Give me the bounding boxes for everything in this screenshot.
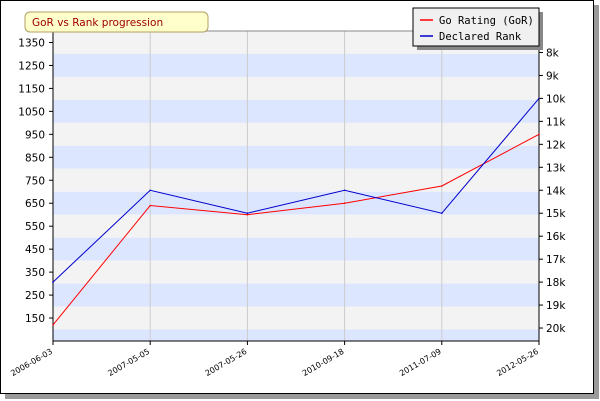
left-tick-label: 950 xyxy=(25,129,45,141)
legend: Go Rating (GoR) Declared Rank xyxy=(412,7,543,50)
plot-band xyxy=(53,76,539,100)
data-point-rank xyxy=(441,212,443,215)
legend-box xyxy=(412,7,540,47)
plot-band xyxy=(53,329,539,341)
plot-band xyxy=(53,53,539,77)
x-tick-label: 2006-06-03 xyxy=(9,347,54,378)
plot-bands xyxy=(53,31,539,341)
right-tick-label: 9k xyxy=(546,70,560,82)
plot-band xyxy=(53,237,539,261)
right-tick-label: 16k xyxy=(546,231,566,243)
x-tick-label: 2007-05-05 xyxy=(106,347,151,378)
right-tick-label: 15k xyxy=(546,208,566,220)
left-tick-label: 150 xyxy=(25,313,45,325)
legend-label-gor: Go Rating (GoR) xyxy=(439,15,534,27)
left-tick-label: 250 xyxy=(25,290,45,302)
data-point-gor xyxy=(441,185,443,187)
plot-band xyxy=(53,260,539,284)
right-tick-label: 20k xyxy=(546,323,566,335)
right-tick-label: 17k xyxy=(546,254,566,266)
x-tick-label: 2011-07-09 xyxy=(398,347,443,378)
data-point-rank xyxy=(246,212,249,215)
x-tick-label: 2012-05-26 xyxy=(495,347,540,378)
title-background xyxy=(24,11,209,33)
right-tick-label: 18k xyxy=(546,277,566,289)
left-tick-label: 1150 xyxy=(18,83,45,95)
left-axis-ticks: 150 250 350 450 550 650 750 850 950 1050 1150 1250 1… xyxy=(18,37,53,325)
plot-band xyxy=(53,122,539,146)
x-axis-ticks: 2006-06-03 2007-05-05 2007-05-26 2010-09-18… xyxy=(9,341,540,378)
x-tick-label: 2007-05-26 xyxy=(204,347,249,378)
plot-band xyxy=(53,214,539,238)
chart-frame: 150 250 350 450 550 650 750 850 950 1050 1150 1250 1… xyxy=(0,0,594,394)
chart-title-box: GoR vs Rank progression xyxy=(24,11,209,33)
plot-band xyxy=(53,306,539,330)
right-tick-label: 10k xyxy=(546,93,566,105)
right-tick-label: 19k xyxy=(546,300,566,312)
left-tick-label: 450 xyxy=(25,244,45,256)
data-point-rank xyxy=(343,189,346,192)
plot-band xyxy=(53,145,539,169)
left-tick-label: 1050 xyxy=(18,106,45,118)
left-tick-label: 750 xyxy=(25,175,45,187)
left-tick-label: 650 xyxy=(25,198,45,210)
series-line-rank xyxy=(52,98,540,283)
data-point-rank xyxy=(52,281,54,283)
data-point-gor xyxy=(343,202,346,205)
x-tick-label: 2010-09-18 xyxy=(301,347,346,378)
left-tick-label: 850 xyxy=(25,152,45,164)
left-tick-label: 1250 xyxy=(18,60,45,72)
legend-label-rank: Declared Rank xyxy=(439,31,522,43)
plot-band xyxy=(53,191,539,215)
left-tick-label: 550 xyxy=(25,221,45,233)
left-tick-label: 350 xyxy=(25,267,45,279)
right-tick-label: 13k xyxy=(546,162,566,174)
series-lines xyxy=(52,97,540,326)
data-point-rank xyxy=(149,189,151,192)
data-point-gor xyxy=(246,213,249,216)
data-point-gor xyxy=(149,204,151,207)
right-tick-label: 12k xyxy=(546,139,566,151)
left-tick-label: 1350 xyxy=(18,37,45,49)
right-tick-label: 8k xyxy=(546,47,560,59)
plot-band xyxy=(53,168,539,192)
right-tick-label: 11k xyxy=(546,116,566,128)
data-point-gor xyxy=(538,133,540,136)
chart-title: GoR vs Rank progression xyxy=(32,17,163,29)
series-line-gor xyxy=(52,133,540,326)
plot-band xyxy=(53,99,539,123)
data-point-gor xyxy=(52,324,54,326)
right-axis-ticks: 8k 9k 10k 11k 12k 13k 14k 15k 16k 17k 18k 19k 20k xyxy=(539,47,566,335)
right-tick-label: 14k xyxy=(546,185,566,197)
plot-band xyxy=(53,283,539,307)
